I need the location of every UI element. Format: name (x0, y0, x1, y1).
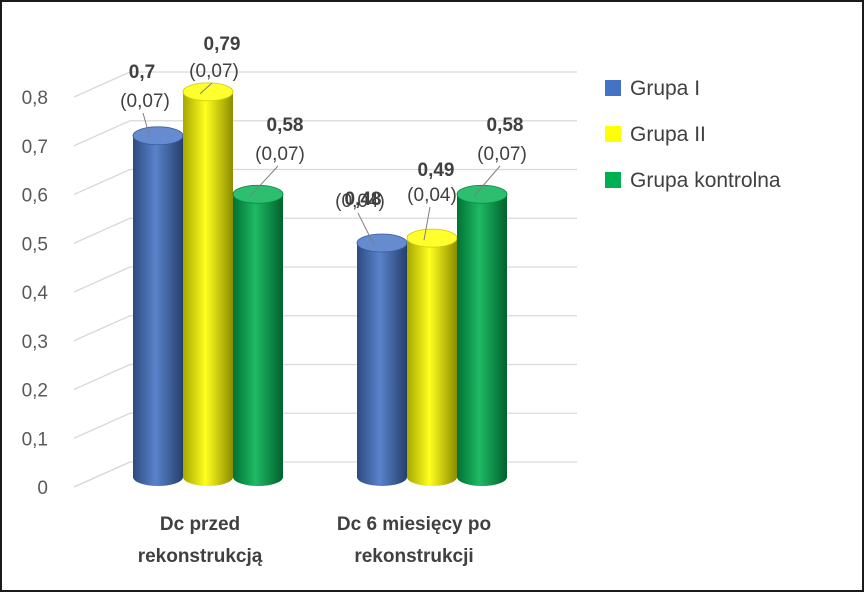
legend-item: Grupa II (605, 123, 706, 146)
y-tick-label: 0,4 (22, 283, 49, 304)
data-value-label: 0,49 (418, 160, 455, 181)
y-tick-label: 0,2 (22, 381, 48, 402)
data-value-label: 0,58 (487, 115, 524, 136)
bars (132, 82, 508, 486)
legend-swatch (605, 172, 621, 188)
floor-edge (73, 461, 131, 488)
legend: Grupa I Grupa II Grupa kontrolna (605, 77, 781, 192)
data-sd-label: (0,07) (189, 61, 239, 82)
bar (182, 82, 234, 486)
bar (356, 233, 408, 486)
leader-line (423, 206, 431, 241)
y-tick-label: 0,1 (22, 429, 48, 450)
legend-swatch (605, 126, 621, 142)
category-label: Dc przed (160, 514, 240, 535)
bar (456, 184, 508, 486)
y-tick-label: 0,8 (22, 88, 48, 109)
leader-line (357, 212, 375, 246)
data-value-label: 0,7 (129, 62, 155, 83)
category-label: rekonstrukcji (354, 546, 473, 567)
data-value-label: 0,48 (345, 189, 382, 210)
data-labels: 0,7(0,07)0,79(0,07)0,58(0,07)0,48(0,04)0… (120, 34, 527, 246)
y-tick-label: 0 (37, 478, 48, 499)
y-axis-ticks: 0 0,1 0,2 0,3 0,4 0,5 0,6 0,7 0,8 (22, 88, 49, 499)
data-value-label: 0,58 (267, 115, 304, 136)
legend-label: Grupa I (630, 77, 700, 100)
bar (406, 228, 458, 486)
bar (232, 184, 284, 486)
legend-item: Grupa kontrolna (605, 169, 781, 192)
leader-line (142, 112, 151, 138)
data-value-label: 0,79 (204, 34, 241, 55)
leader-line (473, 165, 501, 197)
legend-label: Grupa II (630, 123, 706, 146)
bar (132, 126, 184, 486)
category-label: Dc 6 miesięcy po (337, 514, 491, 535)
legend-item: Grupa I (605, 77, 700, 100)
data-sd-label: (0,04) (407, 185, 457, 206)
gridline (73, 71, 577, 98)
data-sd-label: (0,07) (255, 144, 305, 165)
leader-line (199, 82, 213, 95)
data-sd-label: (0,07) (120, 91, 170, 112)
leader-line (249, 165, 279, 197)
y-tick-label: 0,5 (22, 234, 48, 255)
legend-swatch (605, 80, 621, 96)
data-sd-label: (0,04) (335, 191, 385, 212)
y-tick-label: 0,3 (22, 332, 48, 353)
category-labels: Dc przed rekonstrukcją Dc 6 miesięcy po rek… (138, 514, 491, 567)
y-tick-label: 0,7 (22, 137, 48, 158)
data-sd-label: (0,07) (477, 144, 527, 165)
legend-label: Grupa kontrolna (630, 169, 781, 192)
category-label: rekonstrukcją (138, 546, 263, 567)
y-tick-label: 0,6 (22, 186, 48, 207)
